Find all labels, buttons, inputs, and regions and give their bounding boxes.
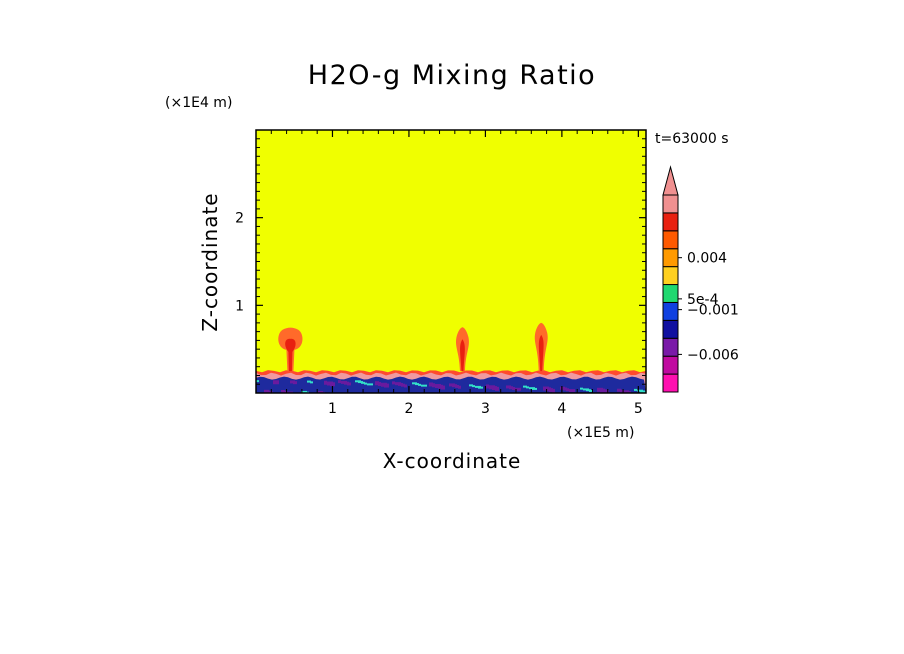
surface-speckle (429, 382, 433, 387)
surface-speckle (421, 384, 427, 387)
surface-speckle (364, 382, 367, 385)
plume-3 (534, 322, 548, 372)
surface-speckle (580, 387, 583, 390)
surface-speckle (512, 386, 515, 390)
surface-speckle (435, 384, 441, 389)
x-tick-label: 4 (557, 401, 566, 417)
plume-1 (278, 327, 303, 372)
x-tick-label: 5 (634, 401, 643, 417)
surface-speckle (290, 380, 295, 384)
y-tick-label: 2 (235, 211, 244, 227)
surface-speckle (301, 390, 307, 393)
surface-speckle (324, 380, 327, 385)
plume-core (538, 334, 544, 372)
x-axis-label: X-coordinate (383, 449, 522, 473)
colorbar-segment (662, 301, 679, 321)
surface-speckle (375, 381, 379, 386)
surface-speckle (355, 380, 361, 383)
surface-speckle (367, 383, 373, 386)
colorbar-label: −0.006 (687, 347, 739, 363)
colorbar-segment (662, 248, 679, 268)
surface-speckle (418, 383, 421, 386)
surface-speckle (526, 386, 529, 389)
surface-speckle (395, 382, 401, 386)
surface-speckle (566, 388, 569, 392)
colorbar-label: 5e-4 (687, 292, 719, 308)
colorbar-segment (662, 373, 679, 393)
surface-speckle (281, 389, 285, 393)
colorbar-segment (662, 230, 679, 250)
surface-speckle (404, 384, 407, 388)
surface-speckle (569, 389, 575, 393)
mixing-ratio-field (256, 322, 646, 393)
colorbar-extend-arrow (662, 165, 679, 196)
surface-speckle (256, 380, 259, 383)
colorbar-label: 0.004 (687, 251, 727, 267)
surface-speckle (412, 382, 417, 385)
surface-speckle (458, 385, 461, 389)
chart-title: H2O-g Mixing Ratio (308, 60, 596, 91)
plume-core (460, 339, 465, 372)
colorbar-segment (662, 284, 679, 303)
surface-speckle (552, 388, 555, 393)
y-scale-label: (×1E4 m) (165, 95, 232, 111)
surface-speckle (486, 384, 489, 389)
surface-speckle (284, 390, 287, 393)
colorbar-segment (662, 212, 679, 232)
surface-speckle (449, 383, 455, 387)
surface-speckle (381, 382, 387, 387)
surface-speckle (515, 387, 521, 391)
plume-2 (456, 327, 469, 372)
surface-speckle (318, 391, 323, 393)
surface-speckle (338, 380, 341, 384)
surface-speckle (327, 381, 333, 386)
surface-speckle (475, 385, 481, 388)
y-tick-label: 1 (235, 298, 244, 314)
x-scale-label: (×1E5 m) (567, 425, 634, 441)
surface-speckle (392, 381, 395, 385)
colorbar: 0.004 5e-4−0.001 −0.006 (662, 165, 739, 393)
surface-speckle (620, 389, 623, 393)
surface-speckle (489, 385, 495, 390)
colorbar-label: −0.001 (687, 303, 739, 319)
surface-speckle (597, 387, 603, 392)
surface-speckle (310, 381, 313, 384)
surface-speckle (617, 388, 621, 392)
colorbar-segment (662, 355, 679, 375)
colorbar-segment (662, 337, 679, 357)
surface-speckle (637, 389, 643, 392)
surface-speckle (472, 385, 475, 388)
x-tick-label: 3 (481, 401, 490, 417)
x-tick-label: 2 (404, 401, 413, 417)
surface-speckle (432, 383, 435, 388)
y-axis-label: Z-coordinate (198, 192, 222, 331)
surface-speckle (583, 388, 589, 391)
axis-ticks (256, 130, 646, 393)
surface-speckle (307, 380, 311, 383)
surface-speckle (634, 388, 637, 391)
colorbar-segment (662, 194, 679, 214)
colorbar-segment (662, 266, 679, 286)
surface-speckle (623, 390, 629, 393)
time-label: t=63000 s (655, 131, 729, 147)
surface-speckle (264, 389, 269, 393)
colorbar-segment (662, 319, 679, 339)
surface-speckle (543, 386, 549, 391)
plume-core (285, 338, 296, 372)
surface-speckle (523, 385, 527, 388)
surface-speckle (560, 386, 565, 390)
surface-speckle (469, 384, 473, 387)
x-tick-label: 1 (328, 401, 337, 417)
surface-speckle (506, 385, 511, 389)
surface-speckle (341, 380, 347, 384)
surface-speckle (378, 381, 381, 386)
plot-background (256, 130, 646, 393)
surface-speckle (273, 380, 279, 385)
surface-speckle (529, 387, 535, 390)
